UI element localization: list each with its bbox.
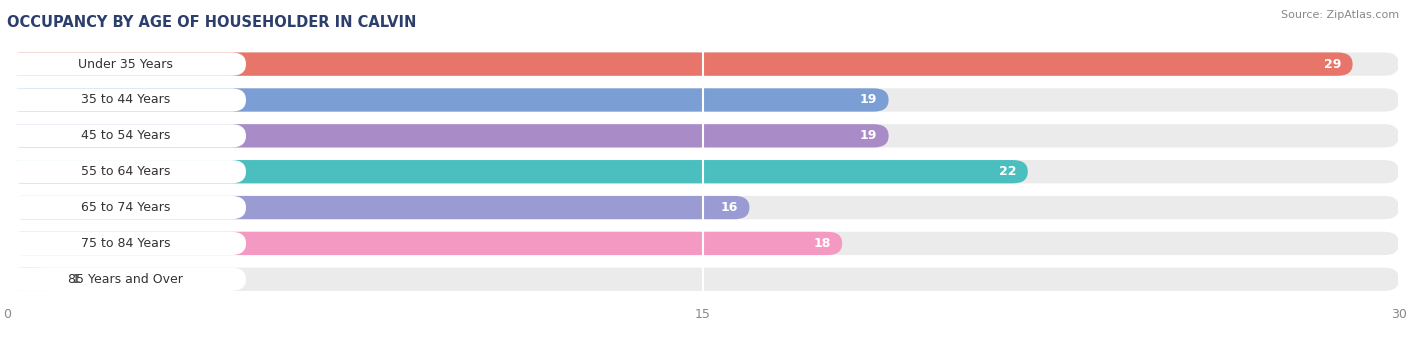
Text: 35 to 44 Years: 35 to 44 Years xyxy=(80,94,170,106)
Text: 55 to 64 Years: 55 to 64 Years xyxy=(80,165,170,178)
Text: 18: 18 xyxy=(813,237,831,250)
FancyBboxPatch shape xyxy=(4,196,246,219)
FancyBboxPatch shape xyxy=(7,124,1399,148)
FancyBboxPatch shape xyxy=(4,52,246,76)
Text: 29: 29 xyxy=(1323,57,1341,71)
FancyBboxPatch shape xyxy=(4,268,246,291)
Text: 22: 22 xyxy=(998,165,1017,178)
FancyBboxPatch shape xyxy=(7,268,53,291)
Text: 85 Years and Over: 85 Years and Over xyxy=(67,273,183,286)
FancyBboxPatch shape xyxy=(7,52,1353,76)
Text: OCCUPANCY BY AGE OF HOUSEHOLDER IN CALVIN: OCCUPANCY BY AGE OF HOUSEHOLDER IN CALVI… xyxy=(7,15,416,30)
FancyBboxPatch shape xyxy=(7,196,749,219)
FancyBboxPatch shape xyxy=(7,196,1399,219)
FancyBboxPatch shape xyxy=(7,232,842,255)
FancyBboxPatch shape xyxy=(7,268,1399,291)
Text: 19: 19 xyxy=(859,94,877,106)
FancyBboxPatch shape xyxy=(4,232,246,255)
FancyBboxPatch shape xyxy=(7,124,889,148)
Text: Under 35 Years: Under 35 Years xyxy=(77,57,173,71)
FancyBboxPatch shape xyxy=(4,124,246,148)
FancyBboxPatch shape xyxy=(4,88,246,112)
Text: Source: ZipAtlas.com: Source: ZipAtlas.com xyxy=(1281,10,1399,20)
FancyBboxPatch shape xyxy=(7,88,889,112)
Text: 65 to 74 Years: 65 to 74 Years xyxy=(80,201,170,214)
FancyBboxPatch shape xyxy=(7,232,1399,255)
Text: 16: 16 xyxy=(720,201,738,214)
Text: 45 to 54 Years: 45 to 54 Years xyxy=(80,129,170,142)
FancyBboxPatch shape xyxy=(4,160,246,183)
FancyBboxPatch shape xyxy=(7,88,1399,112)
Text: 1: 1 xyxy=(72,273,80,286)
Text: 19: 19 xyxy=(859,129,877,142)
FancyBboxPatch shape xyxy=(7,160,1399,183)
Text: 75 to 84 Years: 75 to 84 Years xyxy=(80,237,170,250)
FancyBboxPatch shape xyxy=(7,52,1399,76)
FancyBboxPatch shape xyxy=(7,160,1028,183)
